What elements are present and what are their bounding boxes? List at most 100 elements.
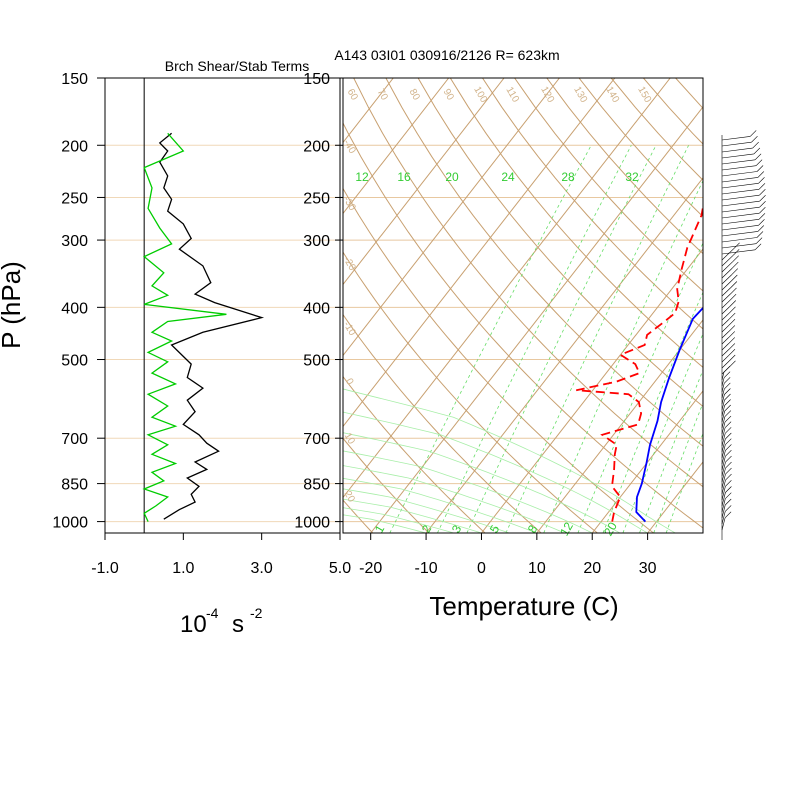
skewt-dry-adiabat (343, 187, 654, 533)
wind-barb-flag (725, 438, 732, 445)
left-panel-title: Brch Shear/Stab Terms (165, 58, 309, 74)
left-x-tick-label: 5.0 (329, 560, 351, 577)
skewt-mixing-ratio-line (389, 145, 592, 533)
wind-barb-flag (759, 206, 766, 214)
wind-barb-flag (728, 318, 736, 326)
wind-barb-flag (724, 505, 732, 512)
dry-adiabat-label: 90 (441, 87, 456, 103)
wind-barb-flag (731, 274, 738, 282)
mixing-ratio-label: 12 (355, 170, 369, 184)
skewt-moist-adiabat (343, 432, 621, 533)
wind-barb (721, 511, 726, 525)
wind-barb (721, 474, 726, 489)
skewt-mixing-ratio-line (602, 291, 703, 533)
wind-barb-flag (758, 213, 766, 220)
wind-barb (721, 492, 726, 507)
skewt-moist-adiabat (343, 411, 648, 533)
skewt-dry-adiabat (514, 78, 703, 292)
wind-barb (721, 462, 726, 477)
wind-barb-flag (728, 312, 736, 320)
wind-barb (721, 331, 730, 339)
dry-adiabat-label: 100 (471, 85, 489, 105)
wind-barb-flag (729, 360, 736, 368)
skewt-isotherm (425, 177, 703, 533)
wind-barb (721, 141, 752, 147)
skewt-moist-adiabat (343, 465, 565, 533)
wind-barb-flag (749, 130, 757, 137)
skewt-dry-adiabat (343, 121, 703, 529)
mixing-ratio-label: 20 (445, 170, 459, 184)
left-series-line-1 (142, 132, 227, 522)
wind-barb-flag (724, 415, 732, 423)
wind-barb (721, 433, 726, 447)
left-pressure-tick-label: 700 (61, 431, 88, 448)
wind-barb-flag (757, 171, 765, 178)
wind-barb (721, 343, 730, 351)
skewt-mixing-ratio-line (653, 402, 703, 533)
temperature-profile (635, 306, 703, 523)
skewt-isotherm (343, 78, 671, 499)
left-panel-x-ticks: -1.0 1.0 3.0 5.0 (91, 533, 351, 577)
skewt-dry-adiabat (740, 78, 800, 533)
skewt-frame (342, 77, 704, 534)
wind-barb-flag (723, 377, 731, 384)
skewt-temperature-tick-label: 0 (477, 560, 486, 577)
wind-barb-flag (724, 498, 732, 506)
wind-barb-flag (757, 225, 765, 232)
wind-barb-flag (732, 261, 739, 269)
wind-barb (721, 504, 726, 519)
wind-barb (721, 293, 731, 303)
wind-barb (721, 255, 734, 267)
skewt-temperature-tick-label: 20 (583, 560, 601, 577)
left-pressure-tick-label: 850 (61, 477, 88, 494)
mixing-ratio-bottom-label: 12 (557, 519, 576, 538)
skewt-moist-adiabat (343, 388, 676, 533)
wind-barb-flag (723, 365, 731, 373)
skewt-dry-adiabat (708, 78, 800, 533)
skewt-pressure-tick-label: 850 (303, 477, 330, 494)
left-x-tick-label: 1.0 (172, 560, 194, 577)
x-label-exponent: -4 (206, 605, 219, 621)
wind-barb-flag (729, 306, 736, 314)
skewt-temperature-tick-label: -20 (359, 560, 382, 577)
wind-barb (721, 194, 760, 201)
wind-barb-flag (754, 153, 762, 161)
wind-barb (721, 410, 725, 423)
wind-barb-flag (724, 382, 731, 390)
skewt-dry-adiabat (546, 78, 703, 255)
wind-barb-flag (725, 480, 732, 487)
mixing-ratio-label: 28 (561, 170, 575, 184)
wind-barb (721, 206, 760, 213)
left-pressure-tick-label: 150 (61, 71, 88, 88)
wind-barb-flag (759, 194, 766, 202)
skewt-dry-adiabat (482, 78, 703, 330)
wind-barb (721, 171, 758, 177)
skewt-temperature-tick-label: -10 (415, 560, 438, 577)
left-pressure-tick-label: 400 (61, 300, 88, 317)
wind-barb-flag (756, 165, 764, 172)
skewt-background-lines (0, 78, 800, 533)
wind-barb-flag (752, 141, 759, 149)
wind-barb (721, 267, 733, 279)
wind-barb (721, 383, 725, 393)
skewt-isotherm (0, 78, 338, 533)
wind-barb (721, 261, 733, 273)
wind-barb-flag (730, 281, 738, 288)
skewt-dry-adiabat (449, 78, 703, 368)
wind-barb (721, 427, 726, 441)
x-label-base: 10 (180, 611, 207, 638)
wind-barb (721, 337, 730, 345)
wind-barb (721, 249, 756, 255)
skewt-title: A143 03I01 030916/2126 R= 623km (334, 47, 559, 63)
wind-barb (721, 360, 730, 369)
wind-barb (721, 312, 730, 321)
dry-adiabat-label: 70 (375, 87, 390, 103)
skewt-isotherm (702, 532, 703, 533)
wind-barb (721, 225, 759, 231)
mixing-ratio-label: 24 (501, 170, 515, 184)
skewt-dry-adiabat (675, 78, 703, 109)
wind-barb-flag (728, 325, 736, 332)
skewt-isotherm (591, 390, 703, 533)
wind-barb-flag (728, 331, 736, 338)
